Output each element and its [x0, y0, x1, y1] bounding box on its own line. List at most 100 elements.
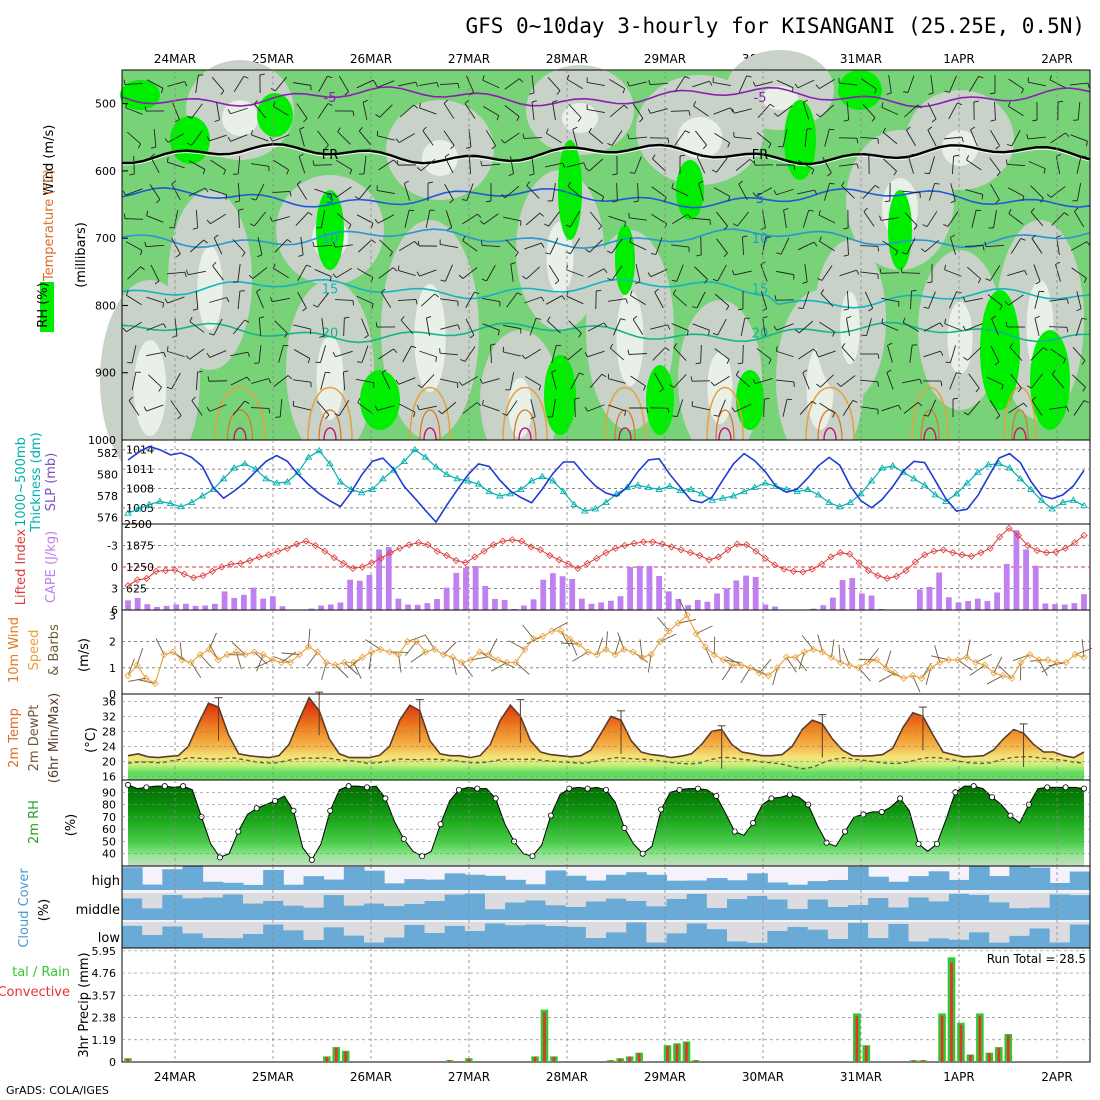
cloud-cell-clear [767, 922, 788, 931]
cloud-cell [182, 898, 204, 920]
cloud-cell [1069, 871, 1091, 890]
wind-barb [444, 156, 454, 174]
cape-bar [1042, 603, 1049, 610]
precip-total-label: tal / Rain [12, 965, 70, 980]
wind-barb [700, 344, 702, 364]
wind-barb [885, 650, 892, 668]
wind-barb-flag [917, 402, 923, 407]
lifted-point [649, 538, 657, 546]
wind-barb [336, 159, 352, 171]
rh-point [308, 856, 315, 863]
wind-barb [293, 324, 311, 330]
wind-barb-flag [327, 103, 333, 106]
lifted-point [874, 572, 882, 580]
wind-barb [989, 157, 1001, 173]
wind-barb-flag [457, 83, 460, 89]
cloud-cell-clear [868, 922, 889, 938]
temp-contour-peak [618, 427, 632, 441]
wind-barb [362, 102, 368, 120]
wind-barb-flag [923, 306, 929, 309]
wind-barb-flag [192, 308, 198, 311]
wind-barb-flag [566, 291, 569, 297]
cloud-cell [848, 905, 869, 920]
wind-barb-flag [814, 189, 818, 195]
rh-ytick: 80 [102, 799, 116, 812]
wind-barb-flag [389, 251, 393, 257]
wind-speed-point [539, 632, 547, 640]
wind-barb [545, 295, 563, 305]
wind-barb [652, 347, 666, 361]
wind-barb [445, 210, 453, 228]
lifted-point [611, 544, 619, 552]
wind-barb-flag [315, 361, 321, 364]
wind-barb [654, 372, 664, 390]
cloud-cell-clear [969, 922, 990, 933]
barbs-axis-label: & Barbs [47, 624, 62, 676]
wind-barb [336, 268, 352, 278]
wind-barb-flag [1056, 235, 1062, 238]
lifted-point [733, 540, 741, 548]
cape-bar [636, 565, 643, 610]
wind-barb [864, 291, 874, 309]
wind-barb [171, 372, 181, 390]
wind-barb-flag [994, 361, 1000, 366]
wind-barb-flag [672, 289, 677, 295]
wind-barb [293, 82, 311, 86]
wind-barb [146, 323, 164, 331]
wind-barb-flag [588, 127, 592, 133]
cloud-cell-clear [928, 922, 950, 939]
cloud-cell [565, 875, 587, 890]
wind-barb-flag [1005, 321, 1008, 328]
wind-barb-flag [411, 345, 417, 349]
cloud-cell-clear [747, 893, 768, 896]
wind-barb-flag [1042, 347, 1048, 351]
cloud-cell [243, 933, 264, 948]
wind-barb [504, 132, 520, 144]
lifted-point [602, 549, 610, 557]
cloud-cell [969, 932, 990, 948]
wind-barb [841, 347, 855, 361]
wind-barb-flag [773, 325, 777, 331]
precip-conv-bar [618, 1058, 622, 1062]
wind-barb-flag [671, 183, 674, 189]
wind-barb [357, 402, 373, 414]
lifted-point [386, 549, 394, 557]
precip-ytick: 0 [109, 1056, 116, 1069]
temperature-axis-label: Temperature (°C) [42, 169, 57, 282]
cloud-cell [1049, 942, 1071, 948]
lifted-point [555, 556, 563, 564]
wind-barb [506, 400, 518, 416]
wind-barb-flag [922, 224, 928, 227]
wind-barb [356, 214, 374, 224]
wind-barb-flag [444, 153, 450, 158]
rh-dry-core [133, 340, 167, 436]
lifted-point [171, 566, 179, 574]
wind-barb-flag [995, 145, 1000, 150]
wind-barb-flag [128, 396, 134, 401]
wind-barb [968, 373, 980, 389]
cape-bar [414, 604, 421, 610]
wind-barb-flag [268, 378, 272, 384]
wind-barb [462, 267, 478, 279]
wind-barb [657, 617, 670, 632]
wind-barb-flag [206, 136, 210, 141]
wind-barb-flag [648, 79, 651, 85]
wind-barb [145, 244, 165, 248]
lifted-point [546, 551, 554, 560]
wind-barb-flag [735, 370, 740, 376]
thickness-point [177, 502, 185, 510]
wind-barb-flag [374, 82, 379, 88]
top-date-label: 1APR [943, 52, 974, 66]
wind-barb [587, 350, 605, 358]
wind-barb-flag [476, 402, 482, 407]
lifted-point [949, 549, 957, 557]
cloud-cell [585, 901, 607, 920]
wind-barb-flag [337, 127, 341, 132]
wind-barb [1070, 82, 1088, 86]
cloud-cell [505, 902, 526, 920]
rh-ytick: 70 [102, 811, 116, 824]
thickness-point [549, 477, 557, 484]
wind-barb-flag [248, 274, 254, 279]
wind-barb [776, 350, 794, 358]
